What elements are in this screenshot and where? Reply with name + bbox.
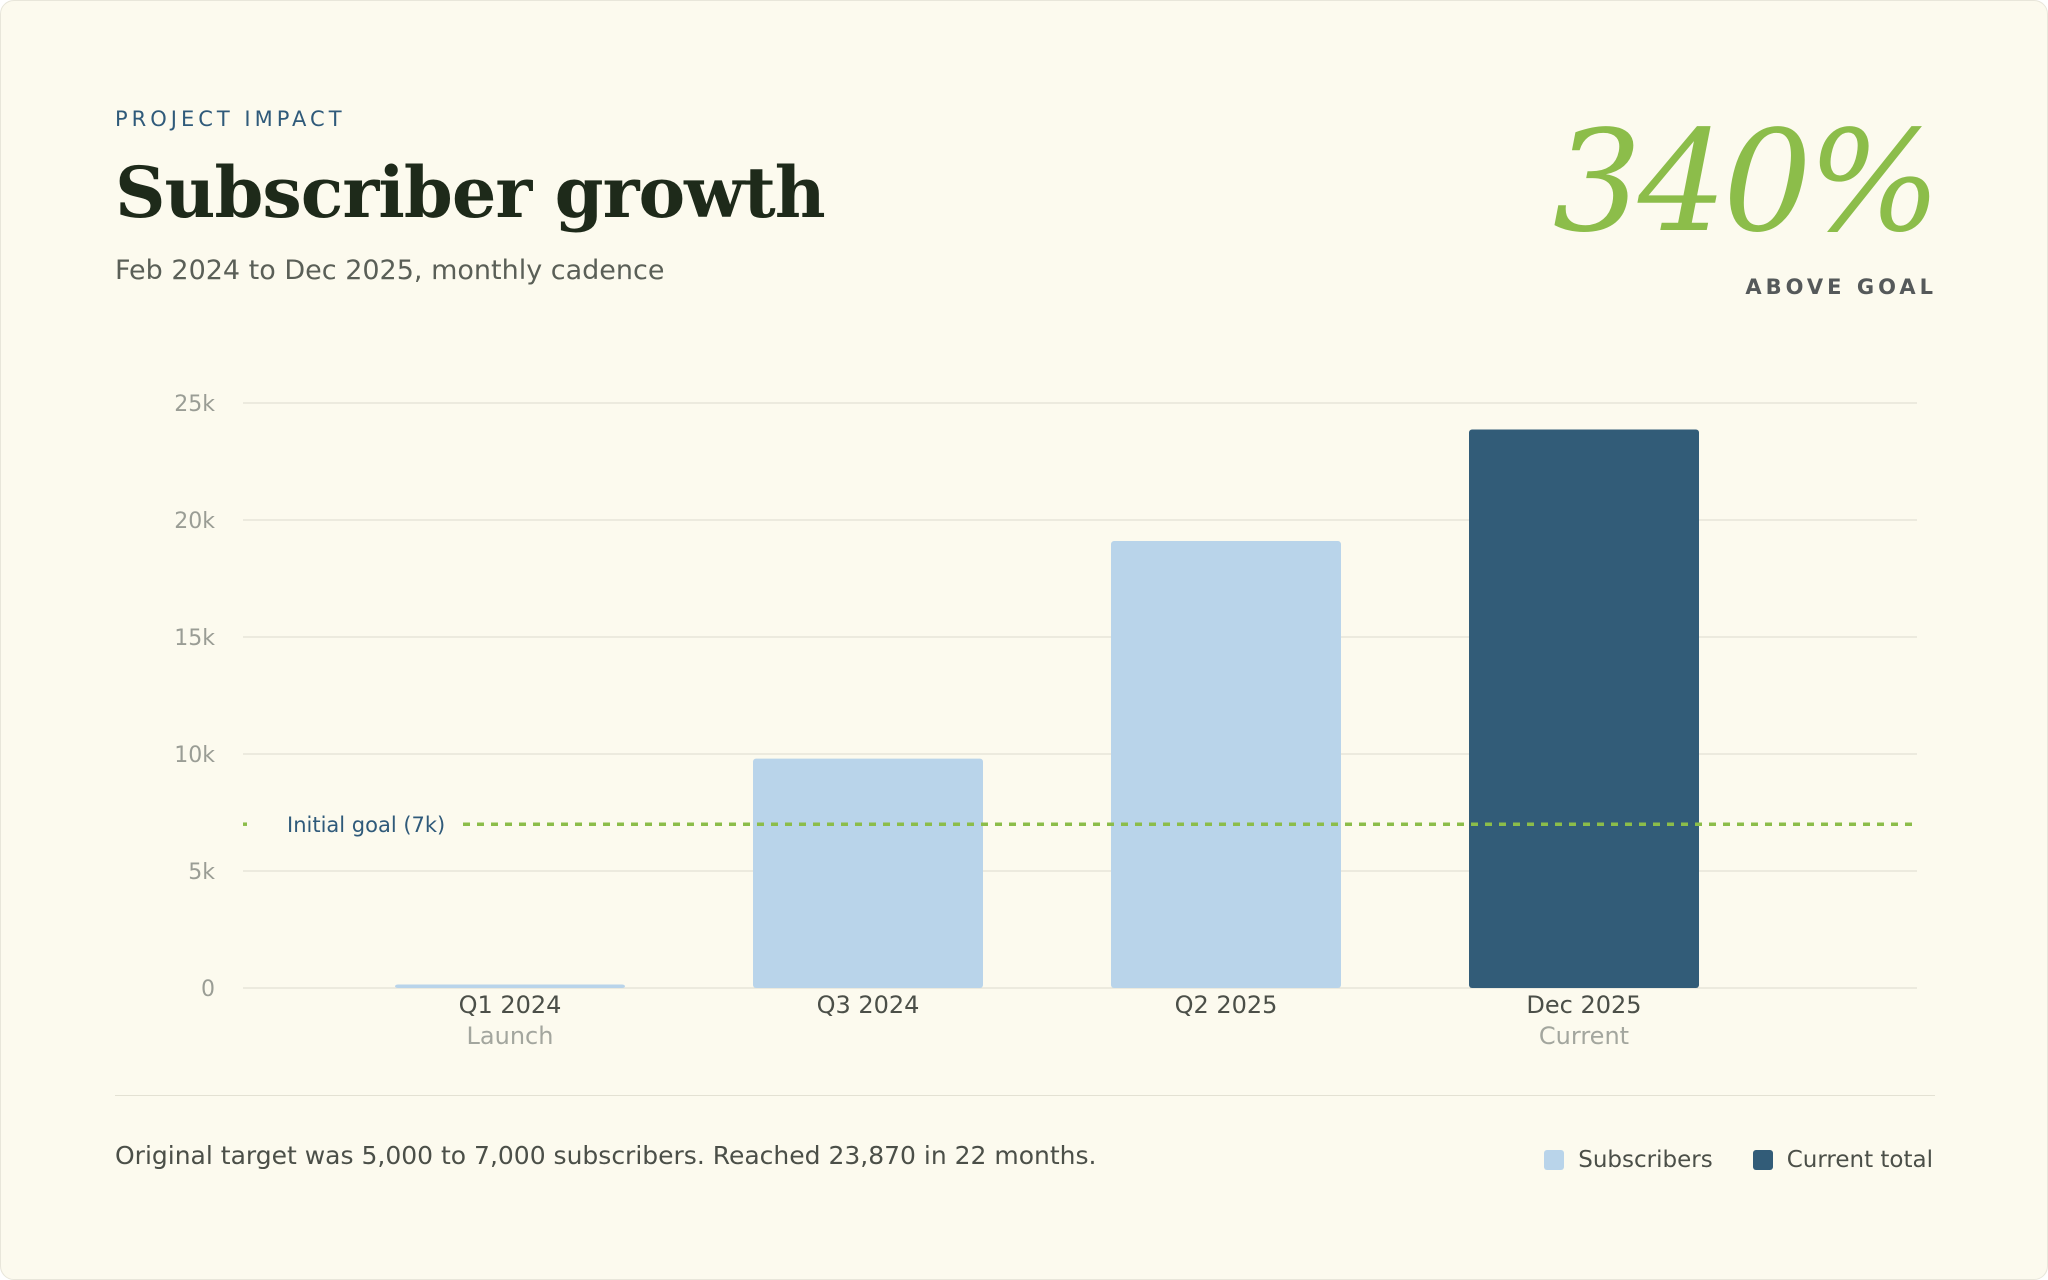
x-tick-sublabel: Current <box>1539 1022 1629 1050</box>
kpi-block: 340% ABOVE GOAL <box>1517 101 1941 313</box>
x-tick-label: Dec 2025 <box>1526 991 1641 1019</box>
kpi-label: ABOVE GOAL <box>1745 275 1937 299</box>
x-tick-label: Q1 2024 <box>459 991 562 1019</box>
legend: Subscribers Current total <box>1544 1147 1933 1173</box>
eyebrow-label: PROJECT IMPACT <box>115 107 346 131</box>
legend-label-subscribers: Subscribers <box>1578 1147 1713 1173</box>
bar <box>395 984 625 988</box>
y-tick-label: 0 <box>201 977 215 1002</box>
bar <box>1111 541 1341 988</box>
page-title: Subscriber growth <box>115 151 826 234</box>
kpi-value: 340% <box>1552 101 1941 264</box>
legend-swatch-subscribers <box>1544 1150 1565 1170</box>
page-subtitle: Feb 2024 to Dec 2025, monthly cadence <box>115 255 665 286</box>
y-tick-label: 5k <box>188 860 215 885</box>
goal-line-label: Initial goal (7k) <box>287 813 445 837</box>
x-tick-sublabel: Launch <box>467 1022 554 1050</box>
x-tick-label: Q2 2025 <box>1175 991 1278 1019</box>
legend-item-subscribers: Subscribers <box>1544 1147 1713 1173</box>
bar <box>1469 429 1699 988</box>
y-tick-label: 15k <box>174 626 215 651</box>
y-tick-label: 25k <box>174 392 215 417</box>
legend-label-current-total: Current total <box>1786 1147 1933 1173</box>
legend-item-current-total: Current total <box>1752 1147 1933 1173</box>
y-tick-label: 20k <box>174 509 215 534</box>
bar-chart: 0 5k 10k 15k 20k 25k Q1 2024 Launch Q3 2024 Q2 20… <box>174 392 1917 1050</box>
footnote: Original target was 5,000 to 7,000 subsc… <box>115 1141 1097 1170</box>
legend-swatch-current-total <box>1752 1150 1773 1170</box>
y-tick-label: 10k <box>174 743 215 768</box>
footer-divider <box>115 1095 1935 1096</box>
bar <box>753 758 983 988</box>
x-tick-label: Q3 2024 <box>817 991 920 1019</box>
